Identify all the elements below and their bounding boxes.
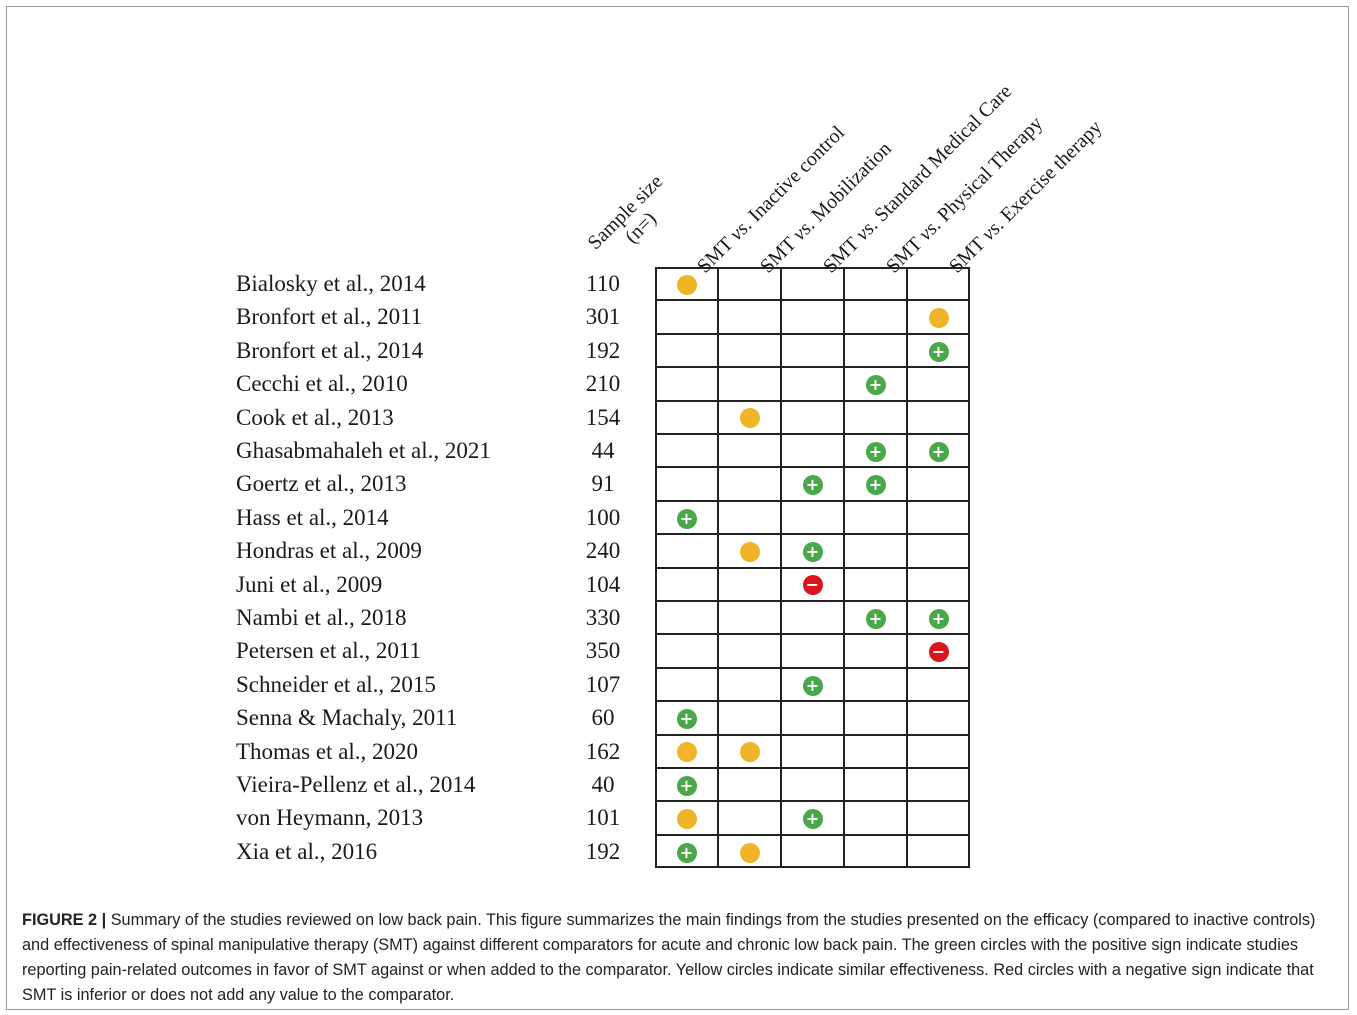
positive-result-marker: + bbox=[928, 441, 949, 462]
sample-size-value: 350 bbox=[585, 638, 621, 664]
study-name: Schneider et al., 2015 bbox=[236, 671, 436, 697]
grid-row-divider bbox=[655, 566, 970, 569]
positive-result-marker: + bbox=[802, 541, 823, 562]
grid-row-divider bbox=[655, 767, 970, 769]
positive-result-marker: + bbox=[865, 608, 886, 629]
study-name: Senna & Machaly, 2011 bbox=[236, 705, 458, 731]
grid-row-divider bbox=[655, 433, 970, 435]
positive-result-marker: + bbox=[928, 341, 949, 362]
positive-result-marker: + bbox=[802, 675, 823, 696]
negative-result-marker: − bbox=[802, 575, 823, 596]
sample-size-value: 330 bbox=[585, 605, 621, 630]
sample-size-value: 91 bbox=[591, 471, 615, 497]
sample-size-value: 154 bbox=[585, 404, 621, 430]
neutral-result-marker bbox=[739, 541, 760, 562]
grid-row-divider bbox=[655, 633, 970, 636]
positive-result-marker: + bbox=[802, 809, 823, 830]
sample-size-value: 210 bbox=[585, 371, 621, 397]
neutral-result-marker bbox=[739, 408, 760, 429]
neutral-result-marker bbox=[676, 742, 697, 763]
positive-result-marker: + bbox=[865, 374, 886, 395]
grid-row-divider bbox=[655, 466, 970, 469]
positive-result-marker: + bbox=[865, 475, 886, 496]
grid-row-divider bbox=[655, 332, 970, 335]
figure-frame-bottom bbox=[6, 1009, 1349, 1010]
neutral-result-marker bbox=[739, 842, 760, 863]
sample-size-value: 101 bbox=[585, 805, 621, 831]
sample-size-value: 192 bbox=[585, 838, 621, 864]
study-name: Vieira-Pellenz et al., 2014 bbox=[236, 772, 476, 797]
study-name: Cook et al., 2013 bbox=[236, 404, 394, 430]
positive-result-marker: + bbox=[676, 508, 697, 529]
grid-row-divider bbox=[655, 399, 970, 402]
grid-row-divider bbox=[655, 666, 970, 669]
sample-size-value: 44 bbox=[591, 438, 615, 463]
grid-row-divider bbox=[655, 366, 970, 369]
study-name: Bronfort et al., 2014 bbox=[236, 337, 424, 363]
study-name: Nambi et al., 2018 bbox=[236, 605, 407, 630]
positive-result-marker: + bbox=[676, 842, 697, 863]
grid-row-divider bbox=[655, 533, 970, 536]
sample-size-value: 107 bbox=[585, 671, 621, 697]
grid-row-divider bbox=[655, 700, 970, 703]
study-name: Bronfort et al., 2011 bbox=[236, 304, 423, 330]
study-name: Cecchi et al., 2010 bbox=[236, 371, 408, 397]
neutral-result-marker bbox=[739, 742, 760, 763]
positive-result-marker: + bbox=[928, 608, 949, 629]
sample-size-value: 100 bbox=[585, 504, 621, 530]
sample-size-value: 162 bbox=[585, 738, 621, 764]
negative-result-marker: − bbox=[928, 642, 949, 663]
study-name: Ghasabmahaleh et al., 2021 bbox=[236, 438, 491, 463]
grid-row-divider bbox=[655, 499, 970, 502]
study-name: von Heymann, 2013 bbox=[236, 805, 424, 831]
study-name: Xia et al., 2016 bbox=[236, 838, 378, 864]
positive-result-marker: + bbox=[865, 441, 886, 462]
sample-size-value: 301 bbox=[585, 304, 621, 330]
figure-label: FIGURE 2 | bbox=[22, 911, 107, 929]
study-name: Goertz et al., 2013 bbox=[236, 471, 407, 497]
figure-frame bbox=[6, 6, 1349, 1010]
neutral-result-marker bbox=[676, 274, 697, 295]
study-name: Hondras et al., 2009 bbox=[236, 538, 422, 564]
study-name: Petersen et al., 2011 bbox=[236, 638, 422, 664]
sample-size-value: 192 bbox=[585, 337, 621, 363]
sample-size-value: 104 bbox=[585, 571, 621, 597]
neutral-result-marker bbox=[928, 308, 949, 329]
grid-row-divider bbox=[655, 833, 970, 836]
grid-row-divider bbox=[655, 299, 970, 302]
study-name: Hass et al., 2014 bbox=[236, 504, 389, 530]
grid-row-divider bbox=[655, 733, 970, 736]
study-name: Juni et al., 2009 bbox=[236, 571, 383, 597]
positive-result-marker: + bbox=[802, 475, 823, 496]
study-name: Bialosky et al., 2014 bbox=[236, 271, 426, 296]
grid-row-divider bbox=[655, 800, 970, 803]
sample-size-value: 110 bbox=[586, 271, 620, 296]
study-name: Thomas et al., 2020 bbox=[236, 738, 419, 764]
sample-size-value: 60 bbox=[591, 705, 615, 731]
neutral-result-marker bbox=[676, 809, 697, 830]
positive-result-marker: + bbox=[676, 775, 697, 796]
grid-row-divider bbox=[655, 600, 970, 602]
positive-result-marker: + bbox=[676, 708, 697, 729]
figure-caption: FIGURE 2 | Summary of the studies review… bbox=[22, 908, 1342, 1008]
sample-size-value: 40 bbox=[591, 772, 615, 797]
figure-caption-text: Summary of the studies reviewed on low b… bbox=[22, 911, 1316, 1004]
sample-size-value: 240 bbox=[585, 538, 621, 564]
